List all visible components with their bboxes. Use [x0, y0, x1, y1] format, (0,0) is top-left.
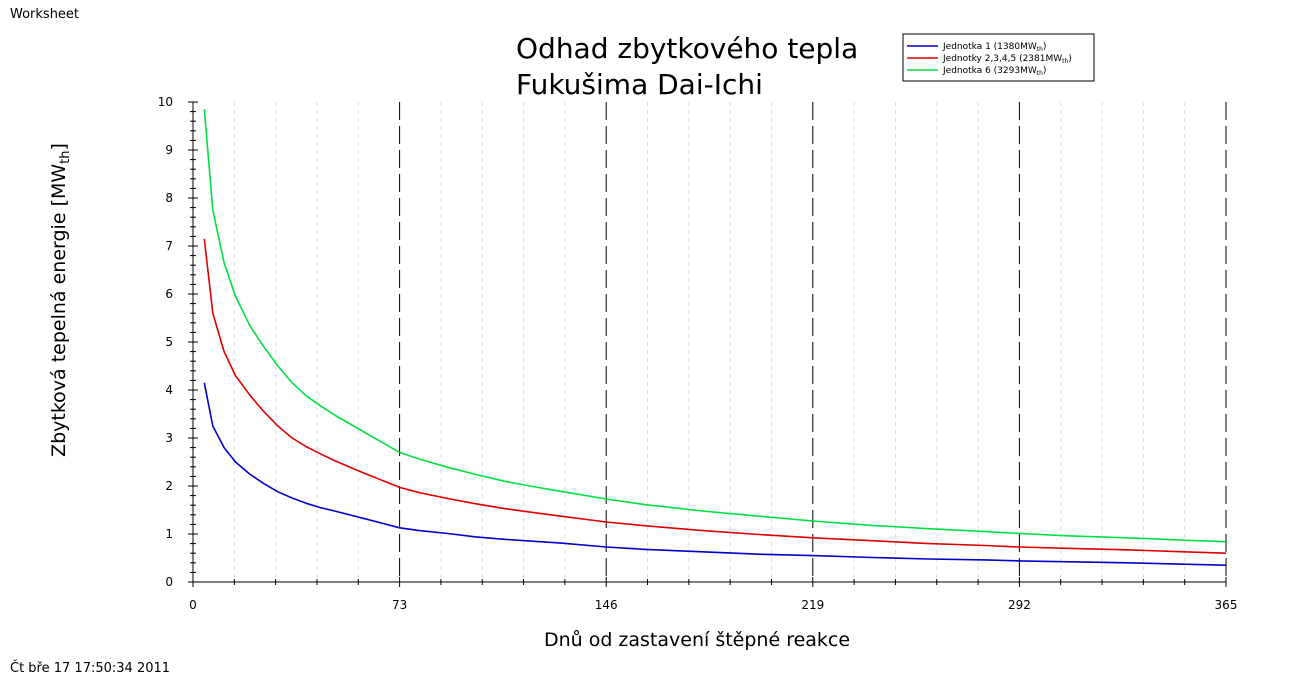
x-tick-label: 219: [801, 598, 824, 612]
y-tick-label: 7: [165, 239, 173, 253]
y-tick-label: 6: [165, 287, 173, 301]
chart-title-line-2: Fukušima Dai-Ichi: [516, 68, 763, 101]
timestamp: Čt bře 17 17:50:34 2011: [10, 661, 171, 676]
y-tick-label: 10: [158, 95, 173, 109]
x-tick-label: 365: [1215, 598, 1238, 612]
legend-label-1: Jednotka 1 (1380MWth): [942, 42, 1046, 53]
legend-label-2: Jednotky 2,3,4,5 (2381MWth): [942, 54, 1072, 65]
chart-title-line-1: Odhad zbytkového tepla: [516, 32, 858, 65]
legend-label-3: Jednotka 6 (3293MWth): [942, 66, 1046, 77]
series-line-1: [203, 382, 1227, 566]
y-tick-label: 1: [165, 527, 173, 541]
x-axis-title: Dnů od zastavení štěpné reakce: [544, 629, 850, 651]
x-tick-label: 292: [1008, 598, 1031, 612]
worksheet-label: Worksheet: [10, 7, 80, 22]
x-tick-label: 146: [595, 598, 618, 612]
grid: [233, 102, 1227, 582]
y-tick-label: 3: [165, 431, 173, 445]
y-tick-label: 5: [165, 335, 173, 349]
y-tick-label: 8: [165, 191, 173, 205]
series-lines: [203, 109, 1227, 566]
series-line-3: [203, 109, 1227, 543]
y-axis-title: Zbytková tepelná energie [MWth]: [48, 143, 73, 457]
y-tick-label: 9: [165, 143, 173, 157]
x-tick-label: 0: [189, 598, 197, 612]
axes: 0 1 2 3 4 5 6 7 8 9 10 0 73 146 219 292 365: [158, 95, 1238, 612]
x-tick-label: 73: [392, 598, 407, 612]
y-tick-label: 4: [165, 383, 173, 397]
legend: Jednotka 1 (1380MWth)Jednotky 2,3,4,5 (2…: [902, 33, 1095, 82]
y-tick-label: 0: [165, 575, 173, 589]
series-line-2: [203, 238, 1227, 554]
y-tick-label: 2: [165, 479, 173, 493]
